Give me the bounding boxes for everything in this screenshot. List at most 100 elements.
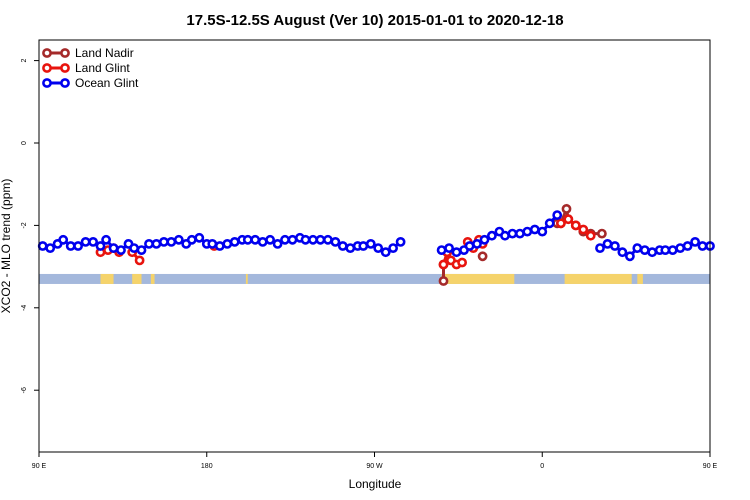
x-tick-label: 90 W [366,463,383,470]
data-point [595,243,605,253]
ocean-strip [39,273,710,284]
legend-marker [42,78,52,88]
land-segment [150,273,155,284]
x-axis: 90 E 180 90 W 0 90 E [32,452,718,470]
data-point [186,234,197,245]
land-segment [132,273,142,284]
data-point [578,224,589,235]
land-ocean-strip [39,273,710,284]
legend-marker [60,63,70,73]
data-point [552,210,563,220]
data-point [617,247,628,258]
data-point [556,218,566,229]
data-point [667,245,678,255]
data-point [229,236,240,247]
data-point [280,234,290,245]
data-point [37,241,48,251]
data-point [45,243,56,253]
data-point [214,241,225,251]
x-tick-label: 180 [201,463,213,470]
data-point [358,241,369,251]
data-point [330,236,341,247]
data-point [58,234,69,245]
data-point [300,234,311,245]
data-point [515,228,525,239]
data-point [537,226,548,237]
data-point [207,238,218,249]
series-layer [37,203,715,286]
data-point [544,218,555,229]
data-point [486,230,497,241]
data-point [529,224,540,235]
legend-marker [42,48,52,58]
data-point [472,238,482,249]
data-point [438,276,449,286]
data-point [116,245,126,255]
data-point [194,232,205,243]
legend-marker [60,78,70,88]
chart-title: 17.5S-12.5S August (Ver 10) 2015-01-01 t… [186,12,563,29]
data-point [436,245,447,255]
legend-label: Land Nadir [75,46,134,60]
data-point [597,228,607,239]
series-ocean-glint [37,210,715,262]
data-point [222,238,233,249]
data-point [647,247,658,258]
data-point [129,243,139,253]
data-point [373,243,384,253]
legend-label: Ocean Glint [75,76,139,90]
data-point [108,243,119,253]
data-point [136,245,147,255]
y-axis-label: XCO2 - MLO trend (ppm) [0,179,13,314]
data-point [388,243,398,253]
x-tick-label: 0 [540,463,544,470]
data-point [365,238,376,249]
legend-label: Land Glint [75,61,130,75]
legend-marker [60,48,70,58]
data-point [73,241,83,251]
data-point [395,236,406,247]
legend-item-land-glint: Land Glint [42,61,130,75]
data-point [477,251,488,262]
data-point [166,236,177,247]
legend-item-land-nadir: Land Nadir [42,46,134,60]
y-tick-label: -6 [21,387,28,393]
y-tick-label: 0 [21,141,28,145]
data-point [134,255,145,266]
data-point [479,234,490,245]
data-point [272,238,283,249]
data-point [101,234,111,245]
y-axis: 2 0 -2 -4 -6 [21,59,39,393]
data-point [451,247,462,258]
data-point [690,236,700,247]
land-segment [441,273,515,284]
data-point [585,230,596,241]
data-point [337,241,348,251]
y-tick-label: -2 [21,222,28,228]
data-point [322,234,333,245]
data-point [315,234,326,245]
data-point [151,238,162,249]
data-point [632,243,643,253]
data-point [250,234,261,245]
data-point [561,203,572,214]
data-point [80,236,91,247]
data-point [522,226,533,237]
y-tick-label: -4 [21,305,28,311]
data-point [507,228,518,239]
x-tick-label: 90 E [703,463,718,470]
data-point [88,236,98,247]
data-point [444,243,454,253]
x-axis-label: Longitude [349,477,402,491]
x-tick-label: 90 E [32,463,47,470]
data-point [610,241,620,251]
data-point [438,259,449,270]
land-segment [100,273,114,284]
legend-item-ocean-glint: Ocean Glint [42,76,139,90]
data-point [95,241,106,251]
data-point [570,220,581,231]
data-point [265,234,275,245]
data-point [380,247,391,258]
